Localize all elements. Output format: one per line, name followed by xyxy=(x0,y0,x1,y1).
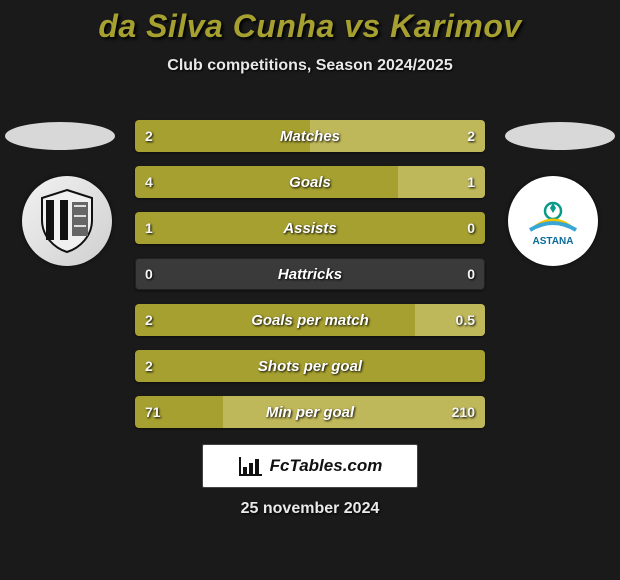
bar-row: 10Assists xyxy=(135,212,485,244)
bar-label: Hattricks xyxy=(135,258,485,290)
comparison-bars: 22Matches 41Goals 10Assists 0 0Hattricks 20.5… xyxy=(135,120,485,442)
page-subtitle: Club competitions, Season 2024/2025 xyxy=(0,57,620,75)
player-ellipse-right xyxy=(505,122,615,150)
bar-fill-right xyxy=(415,304,485,336)
bar-fill-left xyxy=(135,304,415,336)
bar-row: 41Goals xyxy=(135,166,485,198)
bar-chart-icon xyxy=(238,455,264,477)
bar-row: 71210Min per goal xyxy=(135,396,485,428)
bar-fill-left xyxy=(135,212,485,244)
team-badge-left xyxy=(22,176,112,266)
footer-date: 25 november 2024 xyxy=(0,500,620,518)
shield-icon xyxy=(32,186,102,256)
player-ellipse-left xyxy=(5,122,115,150)
bar-value-left: 0 xyxy=(145,258,153,290)
bar-fill-left xyxy=(135,396,223,428)
bar-fill-left xyxy=(135,120,310,152)
bar-fill-right xyxy=(310,120,485,152)
page-title: da Silva Cunha vs Karimov xyxy=(0,0,620,45)
bar-fill-right xyxy=(223,396,486,428)
brand-text: FcTables.com xyxy=(270,456,383,476)
bar-row: 0 0Hattricks xyxy=(135,258,485,290)
soccer-ball-icon: ASTANA xyxy=(518,186,588,256)
bar-fill-left xyxy=(135,166,398,198)
bar-fill-right xyxy=(398,166,486,198)
bar-value-right: 0 xyxy=(467,258,475,290)
brand-logo: FcTables.com xyxy=(202,444,418,488)
bar-row: 22Matches xyxy=(135,120,485,152)
bar-row: 2Shots per goal xyxy=(135,350,485,382)
bar-fill-left xyxy=(135,350,485,382)
team-right-label: ASTANA xyxy=(533,236,574,247)
team-badge-right: ASTANA xyxy=(508,176,598,266)
comparison-card: da Silva Cunha vs Karimov Club competiti… xyxy=(0,0,620,580)
bar-row: 20.5Goals per match xyxy=(135,304,485,336)
